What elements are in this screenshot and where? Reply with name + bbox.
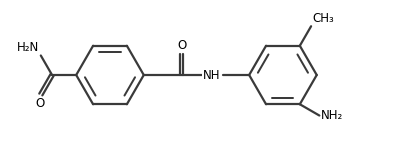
Text: O: O <box>177 39 186 52</box>
Text: CH₃: CH₃ <box>312 12 334 26</box>
Text: NH₂: NH₂ <box>321 109 343 122</box>
Text: O: O <box>35 97 45 110</box>
Text: NH: NH <box>202 69 220 81</box>
Text: H₂N: H₂N <box>17 41 39 54</box>
